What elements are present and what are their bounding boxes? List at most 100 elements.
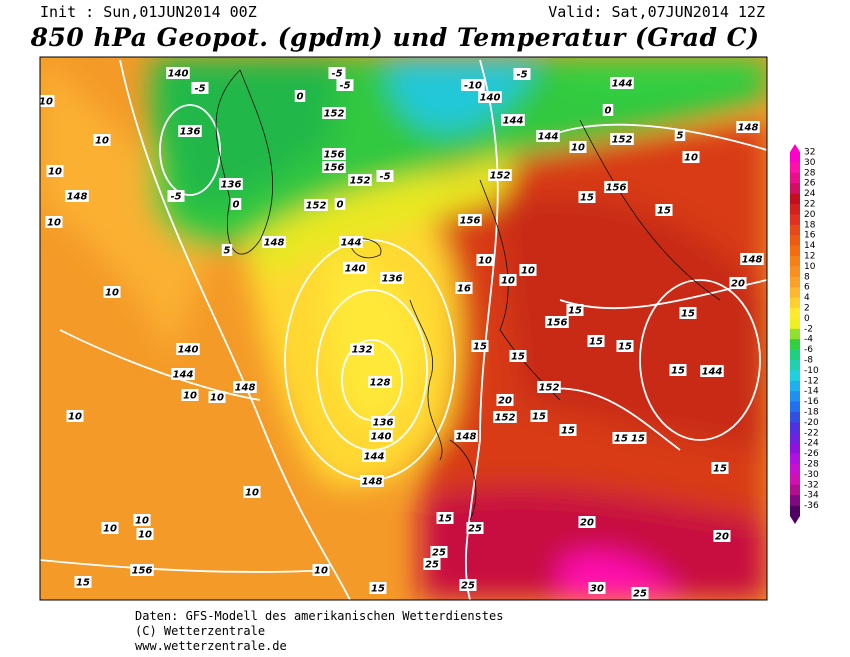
- contour-label-box: [233, 381, 257, 393]
- contour-label-box: [371, 416, 395, 428]
- temperature-field: [40, 57, 767, 600]
- contour-label-box: [208, 391, 226, 403]
- contour-label: 10: [95, 136, 109, 147]
- contour-label: 144: [538, 132, 559, 143]
- contour-label: 144: [341, 238, 362, 249]
- contour-label-box: [458, 214, 482, 226]
- contour-label: 136: [221, 180, 242, 191]
- contour-label: 25: [432, 548, 446, 559]
- colorbar-label: 0: [804, 314, 810, 324]
- contour-label-box: [493, 411, 517, 423]
- contour-label-box: [181, 389, 199, 401]
- colorbar-label: 28: [804, 168, 816, 178]
- contour-label: 10: [68, 412, 82, 423]
- contour-label: 156: [324, 163, 345, 174]
- contour-label: 140: [178, 345, 199, 356]
- colorbar-label: 4: [804, 293, 810, 303]
- contour-label-box: [499, 274, 517, 286]
- colorbar-label: -14: [804, 387, 819, 397]
- contour-label: 16: [457, 284, 471, 295]
- contour-label-box: [430, 546, 448, 558]
- colorbar-swatch: [790, 297, 800, 309]
- footer-source: Daten: GFS-Modell des amerikanischen Wet…: [135, 609, 503, 623]
- colorbar-swatch: [790, 266, 800, 278]
- contour-label-box: [304, 199, 328, 211]
- colorbar-swatch: [790, 172, 800, 184]
- contour-label-box: [423, 558, 441, 570]
- contour-label: 144: [503, 116, 524, 127]
- colorbar-label: 22: [804, 200, 815, 210]
- contour-label: -10: [464, 81, 482, 92]
- contour-label-box: [130, 564, 154, 576]
- contour-label: 148: [456, 432, 477, 443]
- contour-label: 10: [138, 530, 152, 541]
- contour-label-box: [334, 198, 346, 210]
- contour-label: 10: [47, 218, 61, 229]
- contour-label-box: [376, 170, 394, 182]
- contour-label-box: [348, 174, 372, 186]
- colorbar-swatch: [790, 224, 800, 236]
- colorbar-label: 8: [804, 272, 810, 282]
- contour-label: 10: [105, 288, 119, 299]
- colorbar-swatch: [790, 380, 800, 392]
- contour-label-box: [476, 254, 494, 266]
- contour-label: 10: [135, 516, 149, 527]
- contour-label: 10: [210, 393, 224, 404]
- map-title: 850 hPa Geopot. (gpdm) und Temperatur (G…: [30, 23, 760, 52]
- contour-label: 25: [425, 560, 439, 571]
- contour-label-box: [459, 579, 477, 591]
- colorbar-label: -30: [804, 470, 819, 480]
- colorbar-swatch: [790, 152, 800, 163]
- contour-label-box: [610, 77, 634, 89]
- colorbar-label: -2: [804, 324, 813, 334]
- contour-label-box: [339, 236, 363, 248]
- contour-label-box: [513, 68, 531, 80]
- colorbar-swatch: [790, 505, 800, 517]
- contour-label: 15: [511, 352, 525, 363]
- contour-label-box: [530, 410, 548, 422]
- init-time: Init : Sun,01JUN2014 00Z: [40, 3, 257, 21]
- contour-label-box: [616, 340, 634, 352]
- colorbar-label: 14: [804, 241, 816, 251]
- contour-label-box: [588, 582, 606, 594]
- contour-label: 144: [364, 452, 385, 463]
- contour-label: 156: [324, 150, 345, 161]
- contour-label-box: [612, 432, 630, 444]
- contour-label-box: [566, 304, 584, 316]
- contour-label-box: [674, 129, 686, 141]
- contour-label: 152: [612, 135, 633, 146]
- contour-label: 15: [657, 206, 671, 217]
- contour-label: 10: [39, 97, 53, 108]
- colorbar-label: 26: [804, 179, 816, 189]
- contour-label-box: [461, 79, 485, 91]
- contour-label: 128: [370, 378, 391, 389]
- contour-label-box: [436, 512, 454, 524]
- contour-label: 156: [606, 183, 627, 194]
- colorbar-label: 18: [804, 220, 816, 230]
- footer-copyright: (C) Wetterzentrale: [135, 624, 265, 638]
- contour-label: 15: [618, 342, 632, 353]
- contour-label: -5: [339, 81, 350, 92]
- contour-label: 10: [571, 143, 585, 154]
- contour-label: 0: [233, 200, 240, 211]
- contour-label-box: [360, 475, 384, 487]
- contour-label-box: [629, 432, 647, 444]
- contour-label: 25: [633, 589, 647, 600]
- contour-label-box: [478, 91, 502, 103]
- colorbar-label: -34: [804, 491, 819, 501]
- colorbar-label: 30: [804, 158, 816, 168]
- contour-label: 20: [715, 532, 729, 543]
- contour-label-box: [569, 141, 587, 153]
- contour-label-box: [368, 376, 392, 388]
- colorbar-swatch: [790, 443, 800, 454]
- contour-label-box: [679, 307, 697, 319]
- contour-label-box: [101, 522, 119, 534]
- contour-label-box: [328, 67, 346, 79]
- colorbar-label: -26: [804, 449, 819, 459]
- colorbar-swatch: [790, 370, 800, 382]
- contour-label-box: [545, 316, 569, 328]
- contour-label-box: [602, 104, 614, 116]
- contour-label: 20: [580, 518, 594, 529]
